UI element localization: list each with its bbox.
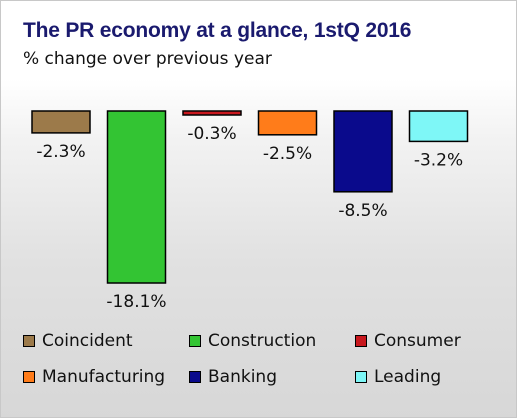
- legend-swatch: [355, 335, 367, 347]
- bar-manufacturing: [257, 110, 318, 136]
- legend-swatch: [189, 335, 201, 347]
- legend-label: Consumer: [374, 331, 461, 351]
- legend-swatch: [189, 371, 201, 383]
- legend-item-manufacturing: Manufacturing: [23, 367, 165, 387]
- value-label-manufacturing: -2.5%: [263, 144, 312, 164]
- chart-subtitle: % change over previous year: [23, 49, 272, 69]
- bar-construction: [106, 110, 167, 284]
- legend-label: Coincident: [42, 331, 133, 351]
- legend-item-coincident: Coincident: [23, 331, 133, 351]
- value-label-consumer: -0.3%: [187, 124, 236, 144]
- value-label-leading: -3.2%: [414, 150, 463, 170]
- legend-item-construction: Construction: [189, 331, 316, 351]
- value-label-coincident: -2.3%: [36, 142, 85, 162]
- legend-swatch: [23, 371, 35, 383]
- value-label-banking: -8.5%: [338, 201, 387, 221]
- legend-swatch: [23, 335, 35, 347]
- bar-coincident: [31, 110, 91, 134]
- legend-item-consumer: Consumer: [355, 331, 461, 351]
- legend-label: Leading: [374, 367, 442, 387]
- legend-item-leading: Leading: [355, 367, 441, 387]
- legend-label: Manufacturing: [42, 367, 166, 387]
- legend-label: Construction: [208, 331, 317, 351]
- bar-banking: [333, 110, 393, 193]
- bar-consumer: [182, 110, 242, 116]
- legend-swatch: [355, 371, 367, 383]
- legend-label: Banking: [208, 367, 277, 387]
- bar-leading: [408, 110, 469, 143]
- chart-title: The PR economy at a glance, 1stQ 2016: [23, 19, 412, 42]
- legend-item-banking: Banking: [189, 367, 277, 387]
- value-label-construction: -18.1%: [106, 292, 166, 312]
